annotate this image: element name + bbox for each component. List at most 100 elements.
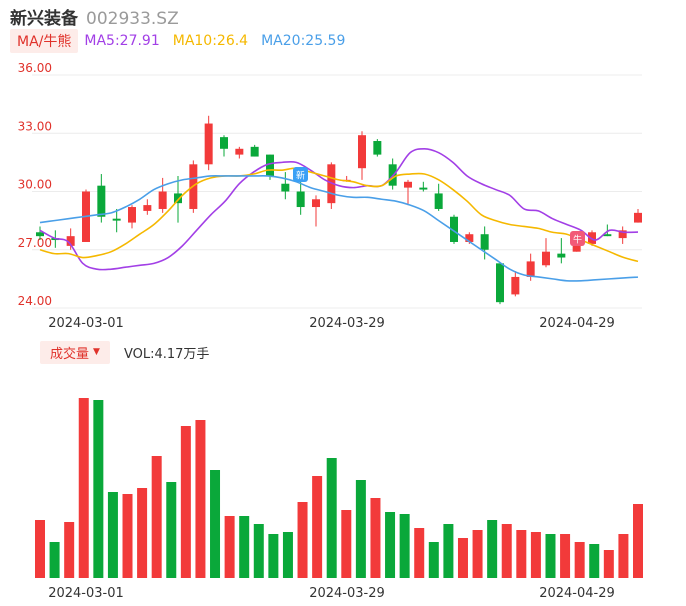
price-axis-labels: 36.00 33.00 30.00 27.00 24.00 (18, 61, 52, 308)
volume-bar (64, 522, 75, 578)
candle (542, 238, 550, 268)
candle-body (36, 232, 44, 237)
stock-name: 新兴装备 (10, 9, 78, 29)
volume-bar (224, 516, 235, 578)
candle (281, 172, 290, 200)
volume-bar (487, 520, 498, 578)
volume-bar (530, 532, 541, 578)
ma10-line (39, 167, 639, 263)
volume-bar (137, 488, 148, 578)
volume-bar (210, 470, 221, 578)
candle (128, 205, 136, 229)
candle (434, 183, 443, 211)
date-tick-label: 2024-03-01 (48, 316, 124, 331)
candle-body (174, 193, 182, 204)
volume-value: VOL:4.17万手 (123, 346, 210, 362)
volume-bar (603, 550, 614, 578)
ma20-line (39, 175, 639, 282)
volume-bar (457, 538, 468, 578)
price-tick-label: 27.00 (18, 236, 52, 250)
volume-bar (341, 510, 352, 578)
volume-bar (516, 530, 527, 578)
volume-bar (282, 532, 293, 578)
bull-marker-label: 牛 (573, 234, 582, 246)
volume-bar (560, 534, 571, 578)
volume-bar (574, 542, 585, 578)
volume-bar (166, 482, 177, 578)
candle-body (480, 234, 489, 250)
volume-bar (385, 512, 396, 578)
price-date-axis: 2024-03-01 2024-03-29 2024-04-29 (48, 316, 615, 331)
candle (419, 181, 428, 192)
candle-body (112, 218, 121, 221)
candle (404, 179, 412, 206)
candle-body (220, 137, 228, 149)
ma-legend: MA/牛熊 MA5:27.91 MA10:26.4 MA20:25.59 (10, 29, 358, 53)
candle (511, 271, 520, 297)
candle-body (312, 199, 320, 208)
volume-bar (501, 524, 512, 578)
candle (296, 175, 305, 215)
volume-bar (589, 544, 600, 578)
volume-legend: 成交量 ▼ VOL:4.17万手 (40, 340, 210, 364)
price-tick-label: 30.00 (18, 178, 52, 192)
candle (496, 263, 504, 305)
moving-average-lines (39, 147, 639, 282)
candle-body (143, 205, 152, 211)
new-high-marker[interactable]: 新 (293, 167, 308, 182)
candle (618, 226, 627, 244)
candle (373, 139, 382, 157)
ma10-legend-label: MA10:26.4 (172, 33, 249, 49)
candle-body (158, 191, 167, 209)
volume-bar (443, 524, 454, 578)
price-tick-label: 33.00 (18, 119, 52, 133)
date-tick-label: 2024-03-29 (309, 316, 385, 331)
candle (220, 135, 228, 157)
volume-bar (428, 542, 439, 578)
candlestick-series (36, 115, 642, 305)
date-tick-label: 2024-04-29 (539, 316, 615, 331)
candle-body (66, 236, 75, 246)
volume-bar (618, 534, 629, 578)
candle-body (634, 212, 642, 223)
candle-body (557, 253, 566, 258)
volume-bar (195, 420, 206, 578)
date-tick-label: 2024-03-29 (309, 586, 385, 601)
ma-indicator-tag[interactable]: MA/牛熊 (10, 29, 79, 53)
new-marker-badge (293, 167, 308, 182)
new-marker-label: 新 (296, 170, 305, 182)
candle (36, 226, 44, 241)
date-tick-label: 2024-03-01 (48, 586, 124, 601)
volume-bar (370, 498, 381, 578)
volume-bar (472, 530, 483, 578)
stock-header: 新兴装备 002933.SZ (10, 4, 179, 29)
candle-body (358, 135, 366, 169)
candle-body (603, 234, 612, 237)
candle-body (128, 207, 136, 223)
candle (312, 195, 320, 227)
volume-bar (78, 398, 89, 578)
candle-body (618, 230, 627, 239)
volume-bar (414, 528, 425, 578)
volume-bar (122, 494, 133, 578)
ma5-line (39, 147, 639, 271)
candle (388, 158, 397, 190)
volume-bar (180, 426, 191, 578)
volume-bar (49, 542, 60, 578)
candle (235, 146, 244, 159)
volume-indicator-tag[interactable]: 成交量 ▼ (40, 340, 110, 364)
candle (143, 199, 152, 215)
volume-bar (107, 492, 118, 578)
volume-bar (633, 504, 643, 578)
candle (450, 214, 458, 244)
candle-body (542, 251, 550, 266)
candle-body (97, 185, 106, 217)
candle-body (419, 187, 428, 190)
volume-bar (326, 458, 337, 578)
caret-down-icon: ▼ (93, 347, 100, 357)
candle (204, 115, 213, 171)
volume-indicator-label: 成交量 (50, 346, 90, 362)
volume-bar (312, 476, 323, 578)
bull-marker[interactable]: 牛 (570, 231, 585, 246)
candle-body (281, 183, 290, 192)
